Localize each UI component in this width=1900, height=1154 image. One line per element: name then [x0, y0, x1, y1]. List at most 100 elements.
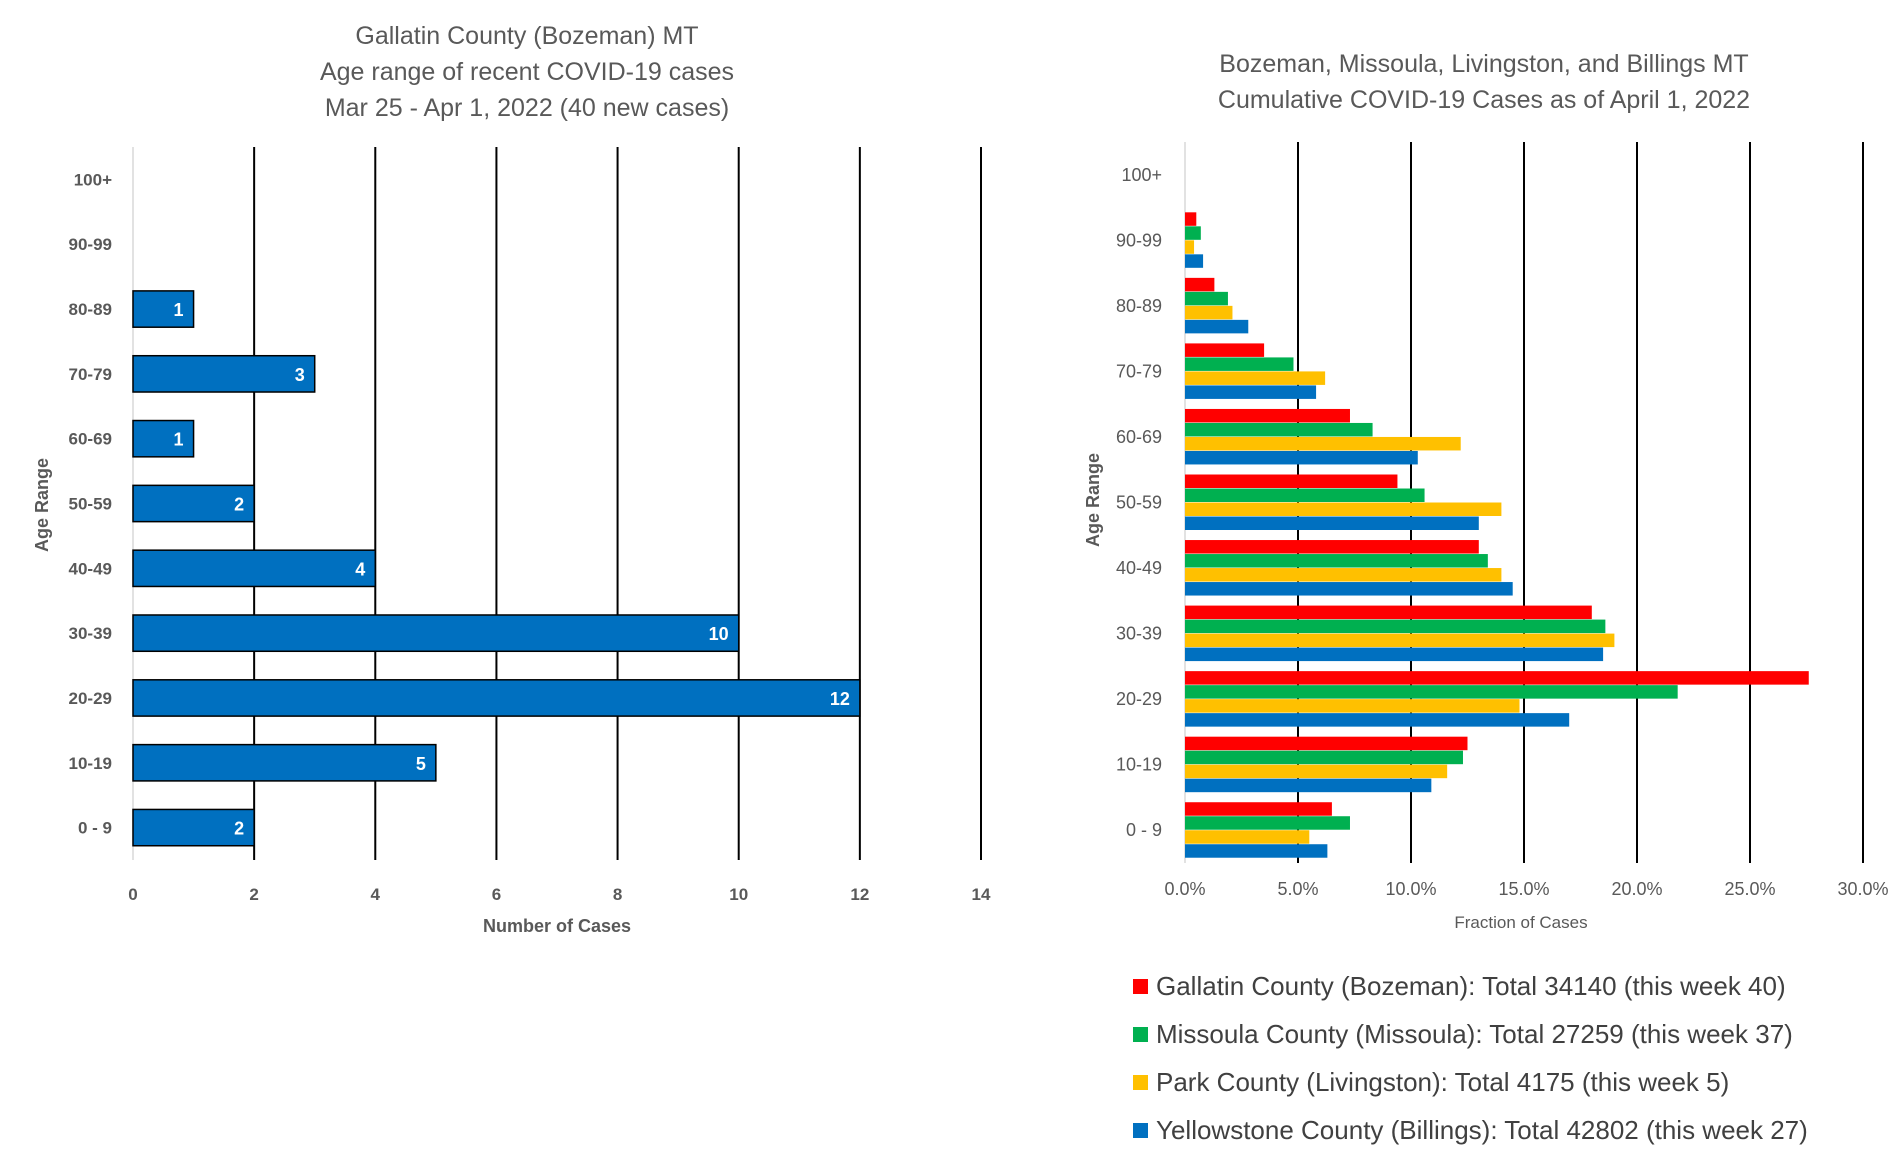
right-bar-70-79-series-3	[1185, 385, 1317, 399]
left-x-tick-label: 0	[128, 885, 137, 904]
right-chart-y-axis-title: Age Range	[1083, 453, 1103, 547]
right-bar-80-89-series-0	[1185, 277, 1215, 292]
legend-item-park: Park County (Livingston): Total 4175 (th…	[1133, 1058, 1808, 1106]
left-y-tick-label: 80-89	[69, 300, 112, 319]
right-bar-40-49-series-1	[1185, 554, 1488, 568]
right-y-tick-label: 40-49	[1116, 558, 1162, 578]
right-y-tick-label: 10-19	[1116, 755, 1162, 775]
left-y-tick-label: 60-69	[69, 430, 112, 449]
right-x-tick-label: 15.0%	[1498, 879, 1549, 899]
left-y-tick-label: 50-59	[69, 495, 112, 514]
legend-label-gallatin: Gallatin County (Bozeman): Total 34140 (…	[1156, 970, 1786, 1001]
legend-item-yellowstone: Yellowstone County (Billings): Total 428…	[1133, 1106, 1808, 1154]
right-x-tick-label: 30.0%	[1837, 879, 1888, 899]
left-data-label-60-69: 1	[174, 430, 184, 450]
left-y-tick-label: 0 - 9	[78, 819, 112, 838]
legend-swatch-missoula	[1133, 1026, 1148, 1042]
right-bar-70-79-series-0	[1185, 343, 1265, 357]
left-y-tick-label: 90-99	[69, 235, 112, 254]
left-chart-title-line-2: Age range of recent COVID-19 cases	[320, 58, 734, 86]
right-bar-20-29-series-2	[1185, 699, 1520, 713]
right-bar-90-99-series-0	[1185, 212, 1197, 226]
left-data-label-80-89: 1	[174, 300, 184, 320]
right-y-tick-label: 50-59	[1116, 493, 1162, 513]
right-x-tick-label: 5.0%	[1277, 879, 1318, 899]
left-bar-30-39	[132, 614, 740, 653]
right-bar-80-89-series-1	[1185, 291, 1228, 306]
left-x-tick-label: 2	[249, 885, 258, 904]
left-data-label-10-19: 5	[416, 754, 426, 774]
right-bar-50-59-series-0	[1185, 474, 1398, 488]
left-bar-0-9	[132, 808, 255, 847]
right-bar-50-59-series-1	[1185, 488, 1425, 502]
legend-item-missoula: Missoula County (Missoula): Total 27259 …	[1133, 1010, 1808, 1058]
legend-swatch-yellowstone	[1133, 1122, 1148, 1138]
left-chart-bars: 2 5 12 10 4 2 1 3 1	[132, 290, 861, 847]
legend-swatch-park	[1133, 1074, 1148, 1090]
left-data-label-50-59: 2	[234, 495, 244, 515]
right-chart-legend: Gallatin County (Bozeman): Total 34140 (…	[1133, 962, 1808, 1154]
right-y-tick-label: 20-29	[1116, 689, 1162, 709]
right-bar-20-29-series-3	[1185, 713, 1570, 727]
left-y-tick-label: 20-29	[69, 689, 112, 708]
right-bar-20-29-series-1	[1185, 685, 1678, 699]
left-chart-x-axis-title: Number of Cases	[483, 916, 631, 936]
right-y-tick-label: 80-89	[1116, 296, 1162, 316]
right-bar-50-59-series-2	[1185, 502, 1502, 516]
right-bar-0-9-series-3	[1185, 844, 1328, 858]
right-y-tick-label: 30-39	[1116, 624, 1162, 644]
right-chart-title-line-2: Cumulative COVID-19 Cases as of April 1,…	[1218, 86, 1750, 114]
right-bar-30-39-series-2	[1185, 633, 1615, 648]
left-x-tick-label: 10	[729, 885, 748, 904]
right-chart-bars	[1185, 212, 1809, 858]
right-bar-0-9-series-1	[1185, 816, 1350, 830]
right-chart-x-axis-title: Fraction of Cases	[1454, 913, 1587, 932]
left-chart-gridlines	[132, 147, 982, 860]
right-bar-60-69-series-0	[1185, 408, 1350, 423]
left-data-label-70-79: 3	[295, 365, 305, 385]
left-y-tick-label: 30-39	[69, 624, 112, 643]
left-y-tick-label: 10-19	[69, 754, 112, 773]
left-y-tick-label: 40-49	[69, 559, 112, 578]
right-bar-90-99-series-1	[1185, 226, 1201, 240]
left-chart-title-line-1: Gallatin County (Bozeman) MT	[355, 22, 698, 50]
right-bar-10-19-series-0	[1185, 736, 1468, 751]
left-x-tick-label: 12	[850, 885, 869, 904]
left-bar-40-49	[132, 549, 377, 588]
left-x-tick-label: 4	[371, 885, 381, 904]
left-x-tick-label: 6	[492, 885, 501, 904]
right-x-tick-label: 10.0%	[1385, 879, 1436, 899]
right-bar-60-69-series-3	[1185, 450, 1418, 465]
right-bar-60-69-series-1	[1185, 422, 1373, 437]
left-bar-60-69	[132, 419, 195, 458]
right-bar-0-9-series-2	[1185, 830, 1310, 844]
right-bar-10-19-series-2	[1185, 764, 1448, 779]
right-bar-70-79-series-2	[1185, 371, 1326, 385]
right-bar-50-59-series-3	[1185, 516, 1479, 530]
legend-label-missoula: Missoula County (Missoula): Total 27259 …	[1156, 1018, 1793, 1049]
left-bar-50-59	[132, 484, 255, 523]
right-x-tick-label: 20.0%	[1611, 879, 1662, 899]
right-chart-x-ticks: 0.0% 5.0% 10.0% 15.0% 20.0% 25.0% 30.0%	[1164, 879, 1888, 899]
left-data-label-30-39: 10	[709, 624, 729, 644]
right-chart-y-ticks: 0 - 9 10-19 20-29 30-39 40-49 50-59 60-69 70-79…	[1116, 165, 1162, 840]
legend-swatch-gallatin	[1133, 978, 1148, 994]
left-chart-y-ticks: 0 - 9 10-19 20-29 30-39 40-49 50-59 60-69 70-79…	[69, 170, 113, 837]
right-bar-20-29-series-0	[1185, 671, 1809, 685]
left-bar-10-19	[132, 743, 437, 782]
right-bar-90-99-series-3	[1185, 254, 1204, 268]
right-bar-80-89-series-3	[1185, 319, 1249, 334]
left-y-tick-label: 100+	[74, 170, 112, 189]
left-x-tick-label: 14	[972, 885, 991, 904]
right-bar-30-39-series-1	[1185, 619, 1606, 634]
left-bar-80-89	[132, 290, 195, 328]
right-x-tick-label: 25.0%	[1724, 879, 1775, 899]
left-data-label-0-9: 2	[234, 819, 244, 839]
right-bar-10-19-series-1	[1185, 750, 1463, 765]
right-bar-80-89-series-2	[1185, 305, 1233, 320]
left-x-tick-label: 8	[613, 885, 622, 904]
right-bar-40-49-series-2	[1185, 568, 1502, 582]
right-bar-60-69-series-2	[1185, 436, 1461, 451]
right-bar-30-39-series-0	[1185, 605, 1592, 620]
left-chart-y-axis-title: Age Range	[32, 458, 52, 552]
